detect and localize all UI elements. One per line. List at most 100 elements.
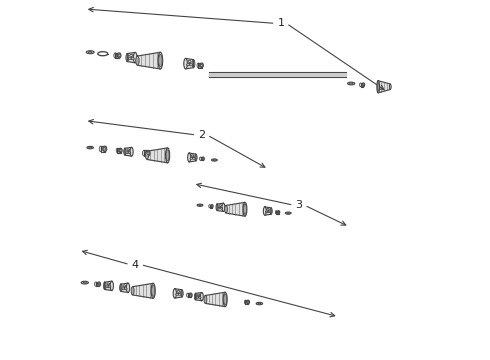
Ellipse shape (166, 148, 170, 163)
Ellipse shape (266, 211, 268, 213)
Ellipse shape (133, 53, 137, 63)
Ellipse shape (224, 294, 227, 305)
Ellipse shape (256, 302, 263, 305)
Ellipse shape (108, 286, 111, 288)
Ellipse shape (190, 294, 192, 296)
Ellipse shape (193, 158, 195, 159)
Text: 2: 2 (198, 130, 205, 140)
Ellipse shape (349, 83, 353, 84)
Ellipse shape (184, 58, 187, 69)
Ellipse shape (360, 83, 362, 87)
Polygon shape (186, 58, 194, 69)
Ellipse shape (123, 148, 126, 155)
Polygon shape (147, 148, 168, 163)
Ellipse shape (98, 283, 100, 285)
Ellipse shape (377, 82, 379, 91)
Ellipse shape (116, 148, 119, 153)
Ellipse shape (363, 84, 364, 86)
Polygon shape (276, 211, 279, 214)
Ellipse shape (86, 51, 94, 54)
Ellipse shape (110, 281, 113, 291)
Polygon shape (144, 150, 148, 156)
Ellipse shape (189, 293, 192, 297)
Ellipse shape (136, 56, 139, 65)
Ellipse shape (199, 205, 201, 206)
Ellipse shape (267, 208, 269, 210)
Ellipse shape (377, 81, 380, 93)
Ellipse shape (146, 151, 148, 159)
Polygon shape (361, 83, 364, 87)
Ellipse shape (173, 289, 176, 298)
Ellipse shape (213, 159, 216, 161)
Ellipse shape (224, 206, 227, 213)
Polygon shape (96, 282, 99, 286)
Ellipse shape (390, 84, 391, 90)
Ellipse shape (130, 54, 133, 57)
Polygon shape (217, 203, 223, 211)
Ellipse shape (209, 204, 211, 208)
Polygon shape (188, 293, 191, 297)
Ellipse shape (201, 64, 202, 67)
Ellipse shape (88, 51, 92, 53)
Polygon shape (133, 283, 153, 298)
Ellipse shape (107, 283, 110, 285)
Polygon shape (125, 147, 132, 156)
Ellipse shape (211, 204, 213, 208)
Ellipse shape (197, 204, 203, 206)
Text: 1: 1 (277, 18, 285, 28)
Ellipse shape (263, 207, 266, 215)
Ellipse shape (197, 294, 200, 296)
Ellipse shape (105, 286, 108, 288)
Ellipse shape (278, 211, 279, 213)
Ellipse shape (122, 288, 124, 290)
Ellipse shape (243, 202, 247, 216)
Ellipse shape (362, 83, 365, 87)
Ellipse shape (177, 291, 180, 292)
Ellipse shape (98, 282, 100, 286)
Ellipse shape (120, 149, 122, 152)
Ellipse shape (158, 52, 163, 69)
Ellipse shape (270, 208, 272, 214)
Polygon shape (105, 281, 112, 291)
Polygon shape (127, 53, 135, 63)
Polygon shape (378, 81, 391, 93)
Ellipse shape (192, 60, 195, 68)
Polygon shape (226, 202, 245, 216)
Polygon shape (205, 292, 225, 307)
Ellipse shape (104, 148, 106, 150)
Ellipse shape (202, 157, 204, 161)
Polygon shape (137, 52, 160, 69)
Polygon shape (101, 146, 105, 152)
Polygon shape (115, 53, 119, 58)
Ellipse shape (126, 54, 129, 62)
Ellipse shape (151, 283, 155, 298)
Ellipse shape (216, 204, 218, 211)
Ellipse shape (220, 207, 222, 209)
Ellipse shape (131, 58, 134, 60)
Text: 3: 3 (295, 200, 302, 210)
Ellipse shape (181, 290, 183, 297)
Ellipse shape (258, 303, 261, 304)
Ellipse shape (191, 155, 194, 157)
Ellipse shape (87, 147, 94, 149)
Polygon shape (198, 63, 202, 68)
Ellipse shape (126, 283, 130, 292)
Ellipse shape (245, 300, 246, 304)
Ellipse shape (244, 204, 246, 215)
Ellipse shape (147, 152, 149, 154)
Ellipse shape (178, 293, 181, 295)
Ellipse shape (247, 300, 249, 304)
Polygon shape (265, 207, 271, 215)
Ellipse shape (188, 60, 191, 63)
Polygon shape (200, 157, 203, 161)
Ellipse shape (146, 150, 150, 156)
Ellipse shape (130, 147, 133, 156)
Ellipse shape (347, 82, 355, 85)
Ellipse shape (199, 157, 201, 161)
Polygon shape (118, 148, 121, 153)
Ellipse shape (190, 158, 193, 159)
Ellipse shape (95, 282, 97, 286)
Polygon shape (121, 283, 128, 292)
Polygon shape (210, 204, 212, 208)
Ellipse shape (218, 207, 220, 209)
